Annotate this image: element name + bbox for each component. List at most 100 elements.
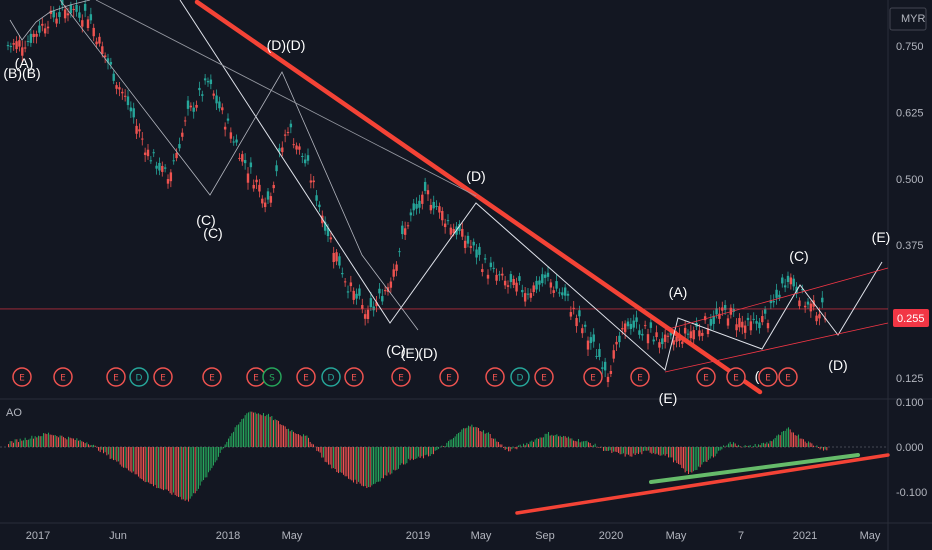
- event-marker-circle: [726, 367, 746, 387]
- ao-tick-label: 0.000: [896, 442, 924, 454]
- time-tick-label: May: [282, 530, 303, 542]
- drawing-overlays[interactable]: [0, 0, 890, 515]
- ao-bar: [646, 447, 648, 451]
- candle-body: [78, 12, 81, 18]
- candle-body: [58, 12, 61, 18]
- ao-bar: [86, 442, 88, 447]
- ao-bar: [514, 447, 516, 449]
- ao-bar: [444, 446, 446, 447]
- candle-body: [52, 11, 55, 18]
- ao-bar: [528, 444, 529, 447]
- candle-body: [626, 321, 630, 327]
- ao-bar: [324, 447, 326, 462]
- ao-bar: [783, 430, 784, 447]
- ao-bar: [318, 447, 319, 452]
- ao-bar: [36, 437, 38, 447]
- candle-body: [732, 308, 735, 312]
- time-tick-label: May: [471, 530, 492, 542]
- candle-body: [23, 47, 27, 49]
- ao-bar: [13, 442, 14, 447]
- ao-tick-label: -0.100: [896, 487, 927, 499]
- ao-bar: [671, 447, 673, 458]
- candle-body: [158, 162, 161, 171]
- event-marker-label: E: [765, 374, 771, 384]
- candle-body: [358, 288, 361, 296]
- ao-bar: [793, 432, 794, 447]
- ao-bar: [123, 447, 124, 468]
- candle-body: [138, 129, 141, 132]
- candle-body: [709, 319, 713, 326]
- ao-bar: [23, 440, 24, 447]
- event-markers[interactable]: E E E D E E E S E D E E E E D E E E E E EE: [12, 367, 798, 387]
- ao-bar: [448, 441, 449, 447]
- ao-bar: [149, 447, 151, 484]
- ao-bar: [424, 447, 426, 456]
- candle-body: [143, 152, 147, 155]
- ao-bar: [703, 447, 704, 463]
- candle-body: [303, 159, 307, 164]
- candle-body: [423, 181, 427, 191]
- ao-bar: [648, 447, 649, 451]
- candle-body: [741, 321, 744, 328]
- event-marker-circle: [344, 367, 364, 387]
- ao-bar: [184, 447, 186, 501]
- candle-body: [581, 328, 584, 334]
- candle-body: [223, 126, 227, 130]
- ao-bar: [386, 447, 388, 476]
- candle-body: [161, 165, 164, 172]
- candle-body: [141, 138, 144, 140]
- ao-bar: [438, 447, 439, 449]
- candle-body: [212, 93, 215, 96]
- ao-bar: [779, 435, 781, 447]
- ao-bar: [818, 447, 819, 449]
- ao-bar: [281, 424, 283, 447]
- ao-bar: [781, 431, 783, 447]
- candle-body: [495, 274, 498, 281]
- event-marker: E: [53, 367, 73, 387]
- ao-bar: [454, 436, 456, 447]
- ao-bar: [686, 447, 688, 472]
- ao-bar: [656, 447, 658, 454]
- event-marker-circle: [391, 367, 411, 387]
- candle-body: [658, 342, 661, 348]
- candle-body: [295, 145, 298, 150]
- ao-bar: [189, 447, 191, 499]
- candle-body: [261, 198, 264, 204]
- ao-bar: [743, 446, 744, 448]
- candle-body: [18, 40, 21, 47]
- ao-bar: [83, 441, 84, 447]
- candle-body: [332, 252, 335, 262]
- ao-bar: [558, 436, 559, 447]
- candle-body: [192, 107, 195, 112]
- candle-body: [395, 264, 398, 271]
- candle-body: [746, 317, 750, 321]
- ao-bar: [16, 439, 18, 447]
- ao-bar: [816, 445, 818, 447]
- ao-bar: [298, 434, 299, 447]
- ao-bar: [156, 447, 158, 489]
- ao-bar: [726, 445, 728, 447]
- time-tick-label: 2019: [406, 530, 430, 542]
- ao-bar: [398, 447, 399, 469]
- ao-bar: [718, 447, 719, 451]
- ao-bar: [236, 425, 238, 447]
- ao-bar: [273, 420, 274, 447]
- candle-body: [498, 274, 501, 276]
- candle-body: [515, 282, 518, 292]
- candle-body: [758, 322, 761, 329]
- ao-bar: [419, 447, 421, 458]
- candle-body: [681, 341, 684, 344]
- ao-bar: [223, 447, 224, 449]
- event-marker-circle: [583, 367, 603, 387]
- ao-bar: [556, 434, 558, 447]
- ao-bar: [411, 447, 413, 459]
- currency-box[interactable]: [889, 7, 927, 31]
- ao-bar: [316, 447, 318, 451]
- ao-bar: [666, 447, 668, 455]
- candle-body: [389, 281, 393, 288]
- candle-body: [258, 184, 261, 192]
- ao-bar: [409, 447, 411, 461]
- ao-bar: [396, 447, 398, 470]
- ao-bar: [826, 447, 828, 451]
